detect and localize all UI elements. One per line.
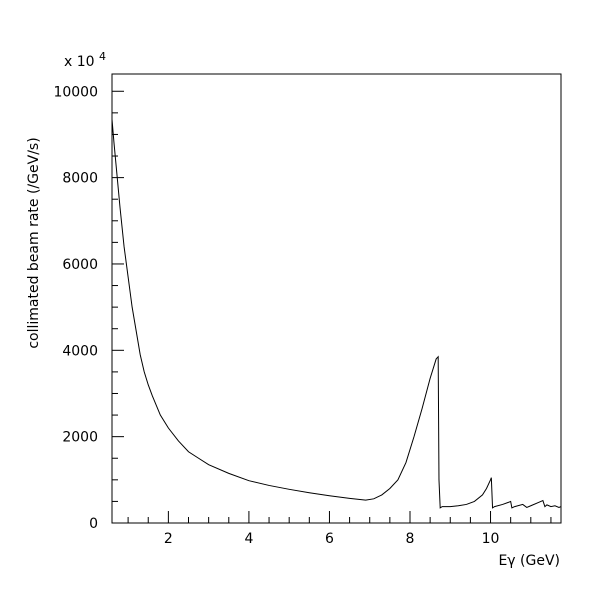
y-axis-tick-labels: 0 2000 4000 6000 8000 10000 bbox=[53, 84, 98, 532]
y-tick-label: 4000 bbox=[62, 343, 98, 359]
x-axis-ticks bbox=[127, 511, 552, 523]
series-line bbox=[111, 119, 562, 509]
x-tick-label: 4 bbox=[244, 531, 253, 547]
y-axis-title: collimated beam rate (/GeV/s) bbox=[26, 137, 42, 348]
y-tick-label: 2000 bbox=[62, 430, 98, 446]
y-axis-ticks bbox=[112, 90, 124, 524]
y-tick-label: 6000 bbox=[62, 257, 98, 273]
y-axis-multiplier: x 10 4 bbox=[64, 50, 106, 70]
plot-frame bbox=[111, 73, 562, 524]
y-axis-multiplier-exponent: 4 bbox=[99, 50, 106, 63]
y-axis-multiplier-base: x 10 bbox=[64, 54, 95, 70]
y-tick-label: 10000 bbox=[53, 84, 98, 100]
y-tick-label: 8000 bbox=[62, 171, 98, 187]
x-tick-label: 10 bbox=[482, 531, 500, 547]
y-tick-label: 0 bbox=[89, 516, 98, 532]
x-axis-title: Eγ (GeV) bbox=[498, 553, 560, 569]
x-tick-label: 6 bbox=[325, 531, 334, 547]
x-tick-label: 8 bbox=[406, 531, 415, 547]
x-tick-label: 2 bbox=[164, 531, 173, 547]
x-axis-tick-labels: 2 4 6 8 10 bbox=[164, 531, 500, 547]
